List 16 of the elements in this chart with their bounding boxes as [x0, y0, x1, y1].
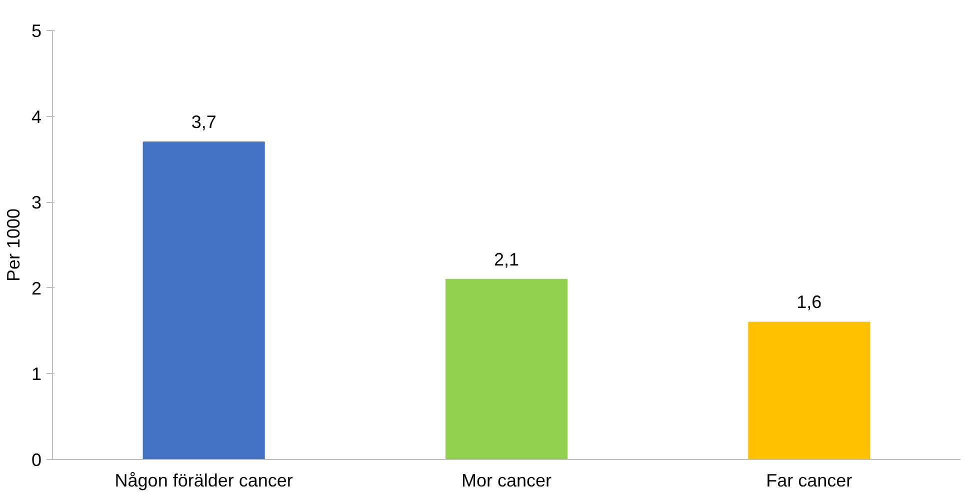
bar	[748, 322, 870, 460]
y-tick-label: 4	[31, 106, 42, 127]
x-tick-label: Far cancer	[766, 470, 852, 490]
x-tick-label: Någon förälder cancer	[114, 470, 293, 490]
bar	[142, 142, 265, 460]
y-tick-label: 0	[31, 450, 42, 470]
bar	[445, 278, 568, 460]
data-label: 1,6	[796, 292, 822, 312]
y-tick-label: 2	[31, 278, 42, 298]
y-axis-title: Per 1000	[3, 208, 24, 282]
y-tick-label: 1	[31, 364, 42, 384]
x-tick-label: Mor cancer	[461, 470, 552, 490]
y-tick-label: 3	[31, 192, 42, 213]
data-label: 2,1	[494, 249, 520, 270]
data-label: 3,7	[191, 112, 216, 132]
y-tick-label: 5	[31, 21, 42, 41]
